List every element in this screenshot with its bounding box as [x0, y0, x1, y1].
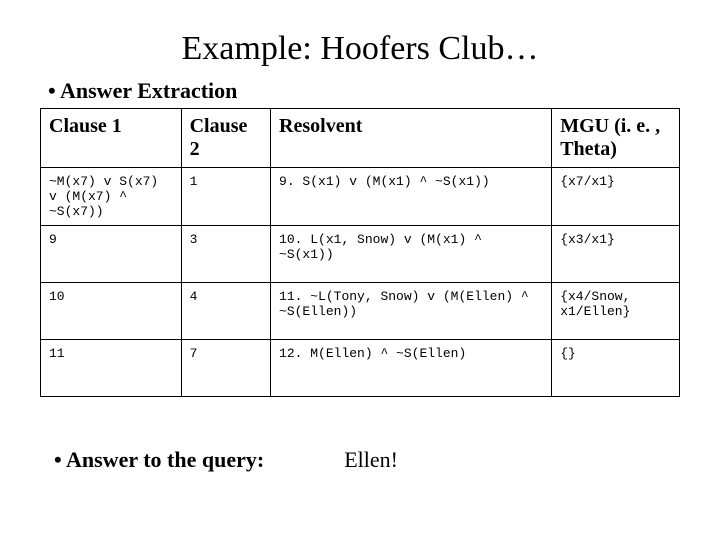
- cell-mgu: {x3/x1}: [552, 226, 680, 283]
- cell-mgu: {x4/Snow, x1/Ellen}: [552, 283, 680, 340]
- slide-container: Example: Hoofers Club… Answer Extraction…: [0, 0, 720, 493]
- subtitle: Answer Extraction: [40, 78, 680, 104]
- cell-clause1: 10: [41, 283, 182, 340]
- header-mgu: MGU (i. e. , Theta): [552, 109, 680, 168]
- footer-label: • Answer to the query:: [54, 447, 264, 473]
- cell-resolvent: 12. M(Ellen) ^ ~S(Ellen): [271, 340, 552, 397]
- table-header-row: Clause 1 Clause 2 Resolvent MGU (i. e. ,…: [41, 109, 680, 168]
- cell-resolvent: 9. S(x1) v (M(x1) ^ ~S(x1)): [271, 168, 552, 226]
- header-clause2: Clause 2: [181, 109, 270, 168]
- header-clause1: Clause 1: [41, 109, 182, 168]
- table-row: ~M(x7) v S(x7) v (M(x7) ^ ~S(x7)) 1 9. S…: [41, 168, 680, 226]
- cell-clause2: 1: [181, 168, 270, 226]
- cell-resolvent: 11. ~L(Tony, Snow) v (M(Ellen) ^ ~S(Elle…: [271, 283, 552, 340]
- footer-label-text: Answer to the query:: [66, 447, 264, 472]
- cell-clause1: ~M(x7) v S(x7) v (M(x7) ^ ~S(x7)): [41, 168, 182, 226]
- table-row: 11 7 12. M(Ellen) ^ ~S(Ellen) {}: [41, 340, 680, 397]
- cell-resolvent: 10. L(x1, Snow) v (M(x1) ^ ~S(x1)): [271, 226, 552, 283]
- cell-clause2: 4: [181, 283, 270, 340]
- footer: • Answer to the query: Ellen!: [40, 447, 680, 473]
- footer-answer: Ellen!: [344, 447, 398, 473]
- cell-clause1: 11: [41, 340, 182, 397]
- header-resolvent: Resolvent: [271, 109, 552, 168]
- table-row: 9 3 10. L(x1, Snow) v (M(x1) ^ ~S(x1)) {…: [41, 226, 680, 283]
- slide-title: Example: Hoofers Club…: [40, 30, 680, 68]
- cell-clause2: 3: [181, 226, 270, 283]
- cell-clause1: 9: [41, 226, 182, 283]
- cell-clause2: 7: [181, 340, 270, 397]
- table-row: 10 4 11. ~L(Tony, Snow) v (M(Ellen) ^ ~S…: [41, 283, 680, 340]
- cell-mgu: {x7/x1}: [552, 168, 680, 226]
- resolution-table: Clause 1 Clause 2 Resolvent MGU (i. e. ,…: [40, 108, 680, 397]
- cell-mgu: {}: [552, 340, 680, 397]
